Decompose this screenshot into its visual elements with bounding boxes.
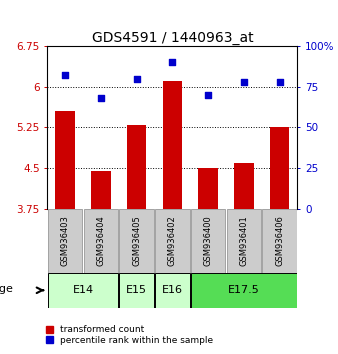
Bar <box>84 209 118 273</box>
Point <box>241 79 246 85</box>
Point <box>98 95 104 101</box>
Text: E16: E16 <box>162 285 183 295</box>
Text: GSM936404: GSM936404 <box>96 215 105 266</box>
Text: GSM936406: GSM936406 <box>275 215 284 266</box>
Bar <box>155 273 190 308</box>
Bar <box>227 209 261 273</box>
Bar <box>155 209 190 273</box>
Bar <box>55 111 75 209</box>
Bar <box>191 273 297 308</box>
Text: GSM936400: GSM936400 <box>203 215 213 266</box>
Bar <box>262 209 297 273</box>
Bar <box>120 273 154 308</box>
Point <box>134 76 139 81</box>
Text: GSM936401: GSM936401 <box>239 215 248 266</box>
Bar <box>48 209 82 273</box>
Bar <box>48 273 118 308</box>
Title: GDS4591 / 1440963_at: GDS4591 / 1440963_at <box>92 31 253 45</box>
Text: E17.5: E17.5 <box>228 285 260 295</box>
Bar <box>191 209 225 273</box>
Text: GSM936405: GSM936405 <box>132 215 141 266</box>
Bar <box>270 127 289 209</box>
Bar <box>198 168 218 209</box>
Text: GSM936403: GSM936403 <box>61 215 70 266</box>
Bar <box>127 125 146 209</box>
Text: E15: E15 <box>126 285 147 295</box>
Text: E14: E14 <box>72 285 94 295</box>
Legend: transformed count, percentile rank within the sample: transformed count, percentile rank withi… <box>45 324 214 346</box>
Bar <box>91 171 111 209</box>
Bar <box>163 81 182 209</box>
Text: GSM936402: GSM936402 <box>168 215 177 266</box>
Point <box>277 79 282 85</box>
Point <box>206 92 211 98</box>
Bar <box>120 209 154 273</box>
Point <box>63 73 68 78</box>
Point <box>170 59 175 65</box>
Text: age: age <box>0 284 14 293</box>
Bar <box>234 163 254 209</box>
